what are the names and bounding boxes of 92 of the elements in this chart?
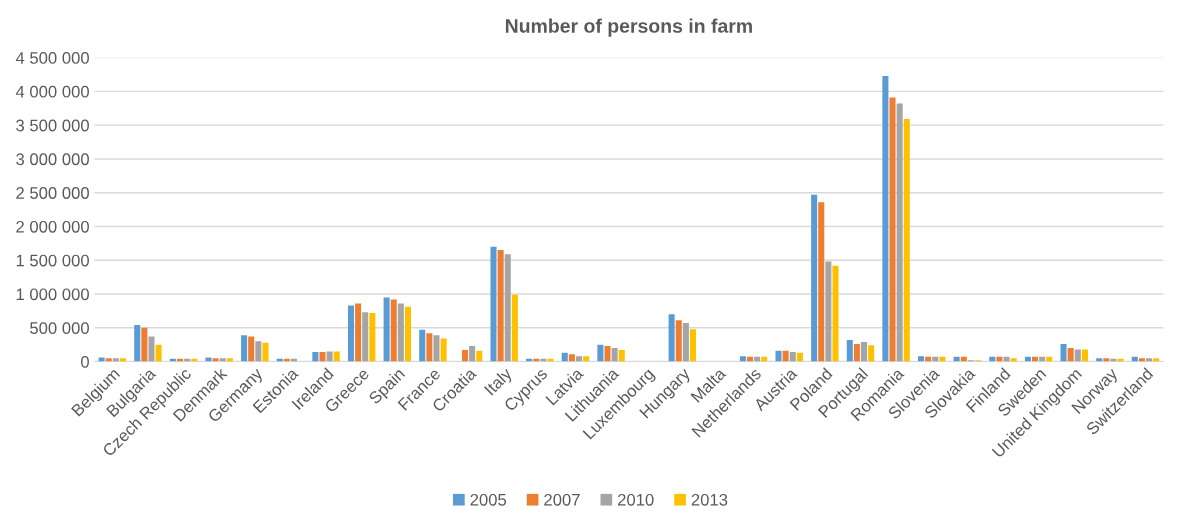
bar	[219, 358, 226, 362]
bar	[668, 314, 675, 362]
bar	[618, 350, 625, 362]
bar	[511, 294, 518, 362]
bar	[440, 338, 447, 362]
bar	[347, 305, 355, 362]
legend-label: 2005	[470, 493, 507, 506]
bar	[362, 312, 369, 362]
bar	[1103, 358, 1110, 362]
bar	[397, 303, 404, 362]
bar	[853, 344, 860, 362]
bar	[433, 335, 440, 362]
bar	[1074, 349, 1081, 362]
bar	[789, 352, 796, 362]
bar	[868, 345, 875, 362]
bar	[917, 356, 925, 362]
bar	[832, 265, 839, 362]
bar	[796, 352, 803, 362]
bar	[1153, 358, 1160, 362]
bar	[604, 346, 611, 362]
bar	[134, 325, 141, 362]
bar	[490, 246, 497, 362]
bar	[141, 327, 148, 362]
bar	[846, 339, 853, 362]
bar	[461, 350, 469, 362]
bar	[682, 323, 689, 362]
bar	[1003, 356, 1010, 362]
bar	[775, 350, 782, 362]
bar	[390, 299, 397, 362]
bar	[426, 333, 433, 362]
y-tick-label: 0	[81, 355, 89, 368]
bar	[148, 336, 155, 362]
bar	[818, 202, 825, 362]
bar	[1060, 344, 1067, 362]
bar	[312, 352, 319, 362]
bar	[611, 348, 618, 362]
bar	[583, 356, 590, 362]
bar	[689, 329, 697, 362]
bar	[383, 297, 390, 362]
bar	[333, 351, 340, 362]
bar	[782, 350, 789, 362]
legend-label: 2010	[618, 493, 654, 506]
bar	[896, 103, 903, 362]
bar	[597, 344, 604, 362]
bar	[1067, 348, 1074, 362]
bar	[739, 356, 746, 362]
bar	[369, 312, 376, 362]
y-tick-label: 3 500 000	[16, 119, 89, 132]
bar	[903, 119, 910, 362]
bar	[469, 346, 476, 362]
y-tick-label: 1 500 000	[16, 254, 89, 267]
y-tick-label: 2 500 000	[16, 187, 89, 199]
bar	[1138, 358, 1145, 362]
y-tick-label: 4 000 000	[15, 85, 89, 98]
bar	[1146, 358, 1153, 362]
y-tick-label: 2 000 000	[16, 220, 89, 233]
bar	[561, 352, 568, 362]
bar	[575, 356, 583, 362]
bar	[1010, 358, 1017, 362]
chart-title: Number of persons in farm	[505, 18, 752, 37]
bar	[675, 320, 682, 362]
bar	[860, 341, 868, 362]
bar	[326, 351, 333, 362]
bar	[504, 254, 511, 362]
bar	[241, 335, 248, 362]
bar	[355, 303, 362, 362]
bar	[497, 250, 504, 362]
y-tick-label: 3 000 000	[16, 153, 89, 166]
y-tick-label: 4 500 000	[15, 52, 89, 64]
bar	[112, 358, 119, 362]
y-tick-label: 500 000	[30, 322, 89, 334]
bar	[882, 75, 889, 362]
legend-label: 2007	[544, 493, 580, 506]
bar	[262, 342, 269, 362]
bar	[419, 329, 426, 362]
bar	[889, 97, 896, 362]
bar	[248, 336, 255, 362]
bar	[568, 354, 575, 362]
bar	[476, 350, 483, 362]
bar	[255, 341, 262, 362]
bar	[226, 358, 233, 362]
bar	[825, 261, 832, 362]
bar	[1081, 349, 1088, 362]
bar	[212, 358, 219, 362]
y-tick-label: 1 000 000	[16, 288, 89, 301]
bar	[155, 344, 162, 362]
bar	[119, 358, 127, 362]
bar	[319, 352, 326, 362]
legend-label: 2013	[691, 493, 728, 506]
bar	[811, 194, 818, 362]
bar	[404, 306, 412, 362]
bar	[1096, 358, 1103, 362]
